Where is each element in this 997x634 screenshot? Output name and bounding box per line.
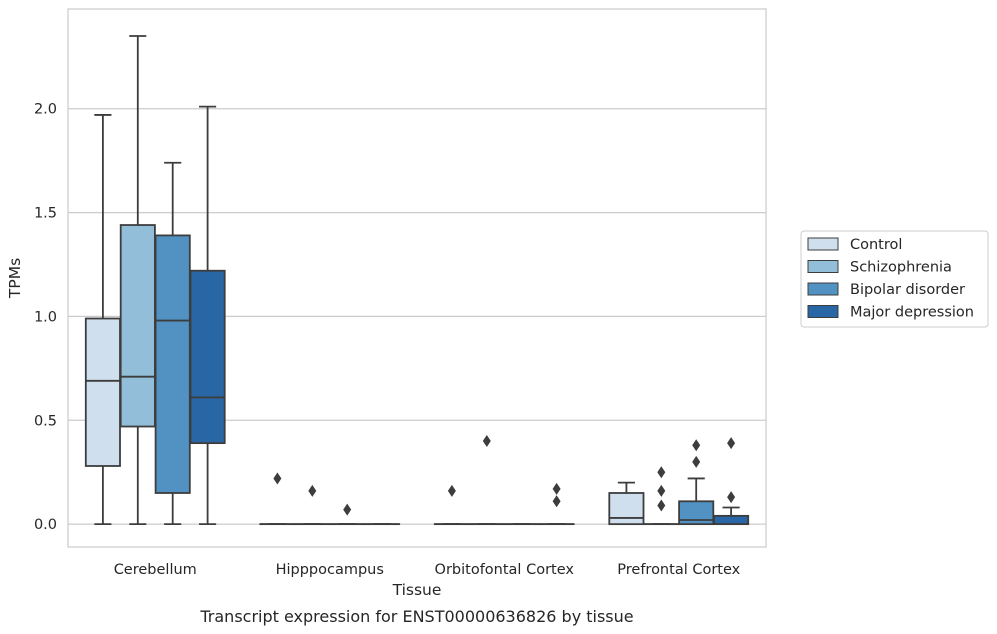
y-tick-label: 1.5: [34, 206, 57, 222]
box-iqr: [119, 224, 156, 428]
x-tick-label: Prefrontal Cortex: [617, 562, 740, 578]
outlier-point: [308, 484, 317, 497]
box-1-2: [329, 503, 366, 526]
box-iqr: [713, 514, 750, 526]
outlier-point: [447, 484, 456, 497]
outlier-point: [552, 482, 561, 495]
legend-swatch: [807, 282, 839, 296]
outlier-point: [657, 499, 666, 512]
x-axis-label: Tissue: [392, 581, 442, 599]
box-iqr: [678, 500, 715, 526]
box-3-0: [608, 481, 645, 526]
outlier-point: [692, 455, 701, 468]
box-1-1: [294, 484, 331, 526]
outlier-point: [343, 503, 352, 516]
legend-frame: [800, 230, 989, 328]
y-tick-label: 2.0: [34, 102, 57, 118]
legend-label: Bipolar disorder: [850, 282, 965, 298]
box-2-0: [433, 484, 470, 526]
outlier-point: [482, 435, 491, 448]
outlier-point: [692, 439, 701, 452]
box-iqr: [84, 317, 121, 467]
outlier-point: [727, 437, 736, 450]
boxes: [84, 35, 750, 526]
x-tick-labels: Cerebellum Hipppocampus Orbitofontal Corte…: [114, 562, 741, 578]
box-2-3: [538, 482, 575, 526]
outlier-point: [727, 491, 736, 504]
box-2-1: [468, 435, 505, 526]
y-tick-labels: 0.0 0.5 1.0 1.5 2.0: [34, 102, 57, 533]
x-tick-label: Cerebellum: [114, 562, 197, 578]
legend-label: Major depression: [850, 305, 974, 321]
x-tick-label: Orbitofontal Cortex: [435, 562, 575, 578]
x-tick-label: Hipppocampus: [276, 562, 384, 578]
legend-label: Control: [850, 237, 902, 253]
legend-swatch: [807, 237, 839, 251]
box-0-2: [154, 161, 191, 526]
box-1-0: [259, 472, 296, 526]
box-0-0: [84, 114, 121, 526]
box-0-1: [119, 35, 156, 526]
outlier-point: [657, 466, 666, 479]
legend-swatch: [807, 260, 839, 273]
legend-swatch: [807, 305, 839, 318]
y-axis-label: TPMs: [6, 258, 24, 299]
y-tick-label: 1.0: [34, 309, 57, 325]
y-tick-label: 0.5: [34, 413, 57, 429]
box-iqr: [154, 234, 191, 494]
box-3-3: [713, 437, 750, 526]
outlier-point: [657, 484, 666, 497]
outlier-point: [552, 495, 561, 508]
legend-label: Schizophrenia: [850, 260, 952, 276]
box-3-2: [678, 439, 715, 526]
plot-frame: [67, 8, 767, 548]
legend: Control Schizophrenia Bipolar disorder Majo…: [800, 230, 989, 328]
box-iqr: [608, 492, 645, 526]
y-tick-label: 0.0: [34, 517, 57, 533]
box-3-1: [643, 466, 680, 526]
outlier-point: [273, 472, 282, 485]
box-0-3: [189, 105, 226, 526]
box-iqr: [189, 269, 226, 445]
chart-caption: Transcript expression for ENST0000063682…: [199, 607, 633, 626]
